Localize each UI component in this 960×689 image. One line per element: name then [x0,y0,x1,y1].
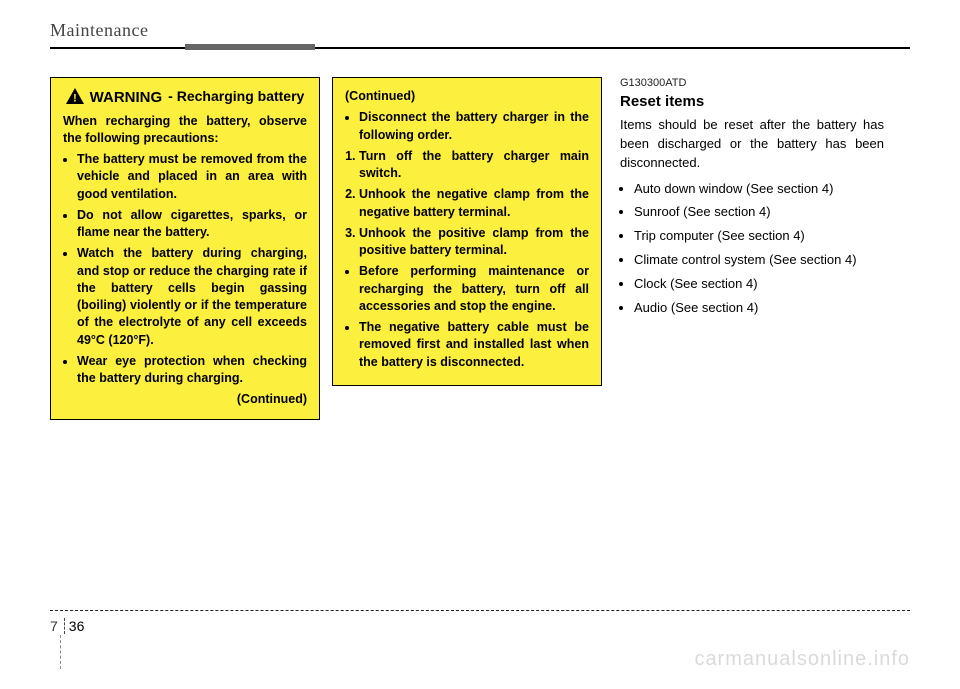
column-2: (Continued) Disconnect the battery charg… [332,77,602,420]
page-header: Maintenance [50,20,910,49]
warning-bullet: Watch the battery during charging, and s… [77,245,307,349]
page-number: 736 [50,618,84,634]
header-rule [50,47,910,49]
continued-list-2: Before performing maintenance or recharg… [345,263,589,371]
reset-title: Reset items [620,93,884,110]
continued-bullet: Before performing maintenance or recharg… [359,263,589,315]
column-1: ! WARNING - Recharging battery When rech… [50,77,320,420]
continued-box: (Continued) Disconnect the battery charg… [332,77,602,386]
reset-item: Trip computer (See section 4) [634,226,884,247]
continued-step: Unhook the positive clamp from the posit… [359,225,589,260]
page-number-value: 36 [69,618,85,634]
reset-item: Climate control system (See section 4) [634,250,884,271]
continued-step: Turn off the battery charger main switch… [359,148,589,183]
footer-rule [50,610,910,611]
chapter-number: 7 [50,618,65,634]
column-3: G130300ATD Reset items Items should be r… [614,77,884,420]
warning-box: ! WARNING - Recharging battery When rech… [50,77,320,420]
reset-item: Clock (See section 4) [634,274,884,295]
continued-label-bottom: (Continued) [63,391,307,408]
continued-list-1: Disconnect the battery charger in the fo… [345,109,589,144]
warning-subtitle-prefix: - [168,88,177,104]
warning-label: WARNING [90,88,163,109]
watermark: carmanualsonline.info [694,648,910,671]
warning-bullet-list: The battery must be removed from the veh… [63,151,307,387]
section-code: G130300ATD [620,77,884,89]
continued-bullet: Disconnect the battery charger in the fo… [359,109,589,144]
warning-triangle-icon: ! [66,88,84,104]
warning-bullet: The battery must be removed from the veh… [77,151,307,203]
reset-item: Sunroof (See section 4) [634,202,884,223]
warning-bullet: Do not allow cigarettes, sparks, or flam… [77,207,307,242]
content-columns: ! WARNING - Recharging battery When rech… [50,77,910,420]
svg-text:!: ! [73,93,77,105]
reset-item-list: Auto down window (See section 4) Sunroof… [620,179,884,319]
manual-page: Maintenance ! WARNING - Recharging batte… [0,0,960,689]
continued-bullet: The negative battery cable must be remov… [359,319,589,371]
warning-subtitle: - Recharging battery [168,88,304,105]
warning-subtitle-text: Recharging battery [177,88,305,104]
reset-body: Items should be reset after the battery … [620,116,884,173]
continued-steps: Turn off the battery charger main switch… [345,148,589,260]
page-number-tail [60,635,61,669]
warning-header: ! WARNING - Recharging battery [63,88,307,109]
reset-item: Auto down window (See section 4) [634,179,884,200]
warning-intro: When recharging the battery, observe the… [63,113,307,148]
continued-step: Unhook the negative clamp from the negat… [359,186,589,221]
section-title: Maintenance [50,20,910,45]
header-accent [185,44,315,50]
reset-item: Audio (See section 4) [634,298,884,319]
continued-label-top: (Continued) [345,88,589,105]
warning-bullet: Wear eye protection when checking the ba… [77,353,307,388]
